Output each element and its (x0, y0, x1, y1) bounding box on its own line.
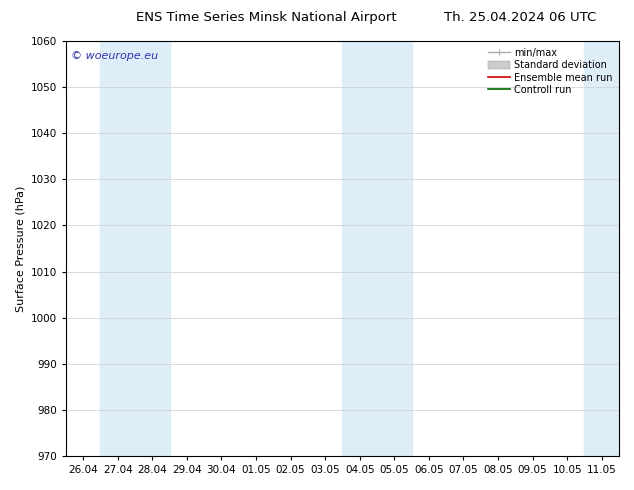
Text: Th. 25.04.2024 06 UTC: Th. 25.04.2024 06 UTC (444, 11, 596, 24)
Y-axis label: Surface Pressure (hPa): Surface Pressure (hPa) (15, 185, 25, 312)
Bar (342, 41, 411, 456)
Bar (585, 41, 619, 456)
Bar (100, 41, 169, 456)
Text: © woeurope.eu: © woeurope.eu (72, 51, 158, 61)
Legend: min/max, Standard deviation, Ensemble mean run, Controll run: min/max, Standard deviation, Ensemble me… (486, 46, 614, 97)
Text: ENS Time Series Minsk National Airport: ENS Time Series Minsk National Airport (136, 11, 397, 24)
